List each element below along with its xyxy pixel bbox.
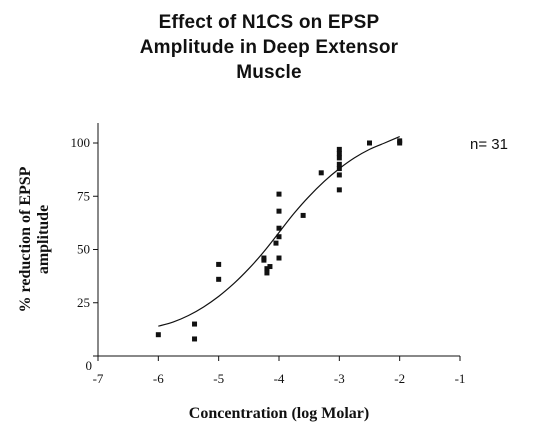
data-point — [336, 151, 342, 157]
data-point — [276, 225, 282, 231]
axes — [97, 123, 460, 357]
chart-title-line-2: Amplitude in Deep Extensor — [139, 37, 399, 58]
x-tick-label: -3 — [334, 371, 345, 386]
data-point — [267, 264, 273, 270]
fit-curve-group — [158, 136, 400, 327]
data-point — [336, 146, 342, 152]
tick-marks: -7 -6 -5 -4 -3 -2 -1 0 25 50 75 100 — [71, 135, 466, 386]
x-axis-label: Concentration (log Molar) — [189, 405, 369, 422]
y-axis-label-line-2: amplitude — [35, 205, 52, 274]
data-point — [336, 187, 342, 193]
fit-curve — [158, 136, 400, 327]
data-point — [300, 212, 306, 218]
y-tick-label: 100 — [71, 135, 91, 150]
data-point — [276, 234, 282, 240]
data-point — [216, 276, 222, 282]
data-points — [155, 138, 403, 342]
data-point — [336, 155, 342, 161]
data-point — [367, 140, 372, 146]
data-point — [261, 255, 267, 261]
data-point — [264, 270, 270, 276]
y-tick-label: 25 — [77, 295, 90, 310]
data-point — [216, 261, 222, 267]
y-tick-label: 50 — [77, 242, 90, 257]
data-point — [336, 172, 342, 178]
y-tick-label: 75 — [77, 188, 90, 203]
data-point — [318, 170, 324, 176]
x-tick-label: -1 — [455, 371, 466, 386]
data-point — [155, 332, 161, 338]
data-point — [273, 240, 279, 246]
y-axis-label-line-1: % reduction of EPSP — [17, 166, 34, 312]
x-tick-label: -2 — [394, 371, 405, 386]
data-point — [397, 138, 403, 144]
chart-title-line-3: Muscle — [236, 62, 302, 83]
data-point — [264, 266, 270, 272]
data-point — [336, 166, 342, 172]
x-tick-label: -7 — [93, 371, 104, 386]
chart-title-line-1: Effect of N1CS on EPSP — [158, 12, 380, 33]
x-tick-label: -5 — [213, 371, 224, 386]
x-tick-label: -6 — [153, 371, 164, 386]
data-point — [276, 255, 282, 261]
x-tick-label: -4 — [274, 371, 285, 386]
data-point — [336, 161, 342, 167]
y-tick-label: 0 — [86, 358, 93, 373]
data-point — [276, 208, 282, 214]
data-point — [192, 336, 198, 342]
sample-size-annotation: n= 31 — [470, 136, 508, 153]
data-point — [192, 321, 198, 327]
data-point — [276, 191, 282, 197]
